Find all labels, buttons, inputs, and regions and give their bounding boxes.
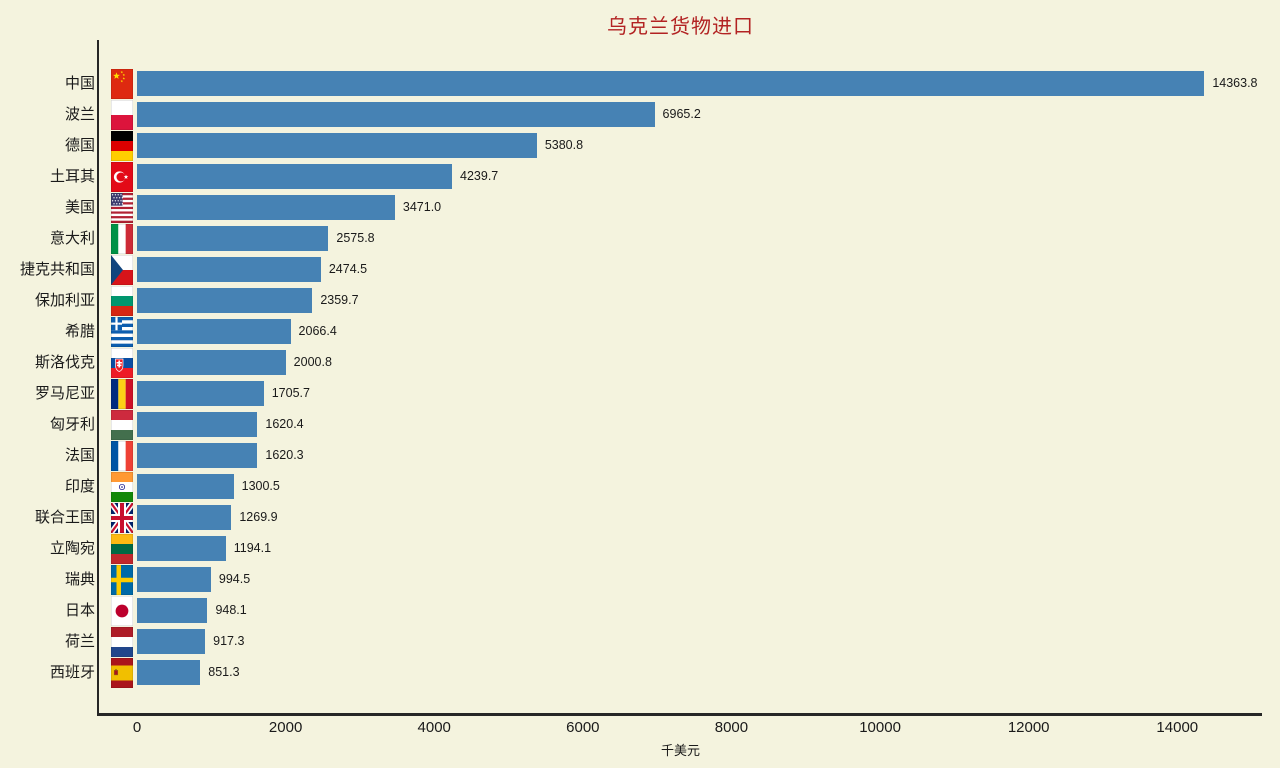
- category-label: 希腊: [64, 322, 95, 340]
- flag-japan-icon: [111, 595, 133, 626]
- x-axis-label: 千美元: [660, 743, 700, 758]
- flag-slovakia-icon: [111, 347, 133, 378]
- value-label: 1300.5: [241, 479, 280, 493]
- value-label: 948.1: [215, 603, 247, 617]
- category-label: 日本: [64, 601, 95, 619]
- flag-czechia-icon: [111, 254, 133, 285]
- bar: [137, 381, 264, 406]
- category-label: 意大利: [49, 229, 95, 247]
- value-label: 1620.3: [265, 448, 304, 462]
- bar: [137, 195, 395, 220]
- value-label: 851.3: [208, 665, 240, 679]
- value-label: 2066.4: [298, 324, 337, 338]
- value-label: 1269.9: [239, 510, 278, 524]
- value-label: 1705.7: [271, 386, 310, 400]
- bar: [137, 164, 452, 189]
- value-label: 994.5: [218, 572, 251, 586]
- flag-spain-icon: [111, 657, 133, 688]
- flag-romania-icon: [111, 378, 133, 409]
- bar: [137, 474, 234, 499]
- bar: [137, 319, 291, 344]
- flag-lithuania-icon: [111, 533, 133, 564]
- category-label: 荷兰: [64, 632, 95, 650]
- category-label: 印度: [64, 477, 95, 495]
- category-label: 瑞典: [64, 570, 95, 588]
- x-tick-label: 10000: [859, 719, 901, 736]
- x-tick-label: 12000: [1007, 719, 1050, 736]
- flag-france-icon: [111, 440, 133, 471]
- flag-india-icon: [111, 471, 133, 502]
- category-label: 土耳其: [49, 167, 95, 185]
- bar: [137, 350, 286, 375]
- category-label: 立陶宛: [49, 539, 95, 557]
- value-label: 2474.5: [328, 262, 368, 276]
- category-label: 斯洛伐克: [34, 353, 95, 371]
- value-label: 5380.8: [544, 138, 584, 152]
- flag-uk-icon: [111, 502, 133, 533]
- bar: [137, 412, 258, 437]
- x-tick-label: 8000: [714, 719, 749, 736]
- category-label: 波兰: [64, 105, 95, 123]
- x-tick-label: 14000: [1156, 719, 1199, 736]
- category-label: 保加利亚: [34, 291, 95, 309]
- bar: [137, 288, 313, 313]
- flag-greece-icon: [111, 316, 133, 347]
- flag-usa-icon: [111, 192, 133, 223]
- value-label: 1194.1: [233, 541, 272, 555]
- flag-china-icon: [111, 68, 133, 99]
- value-label: 2575.8: [336, 231, 375, 245]
- category-label: 捷克共和国: [19, 260, 95, 278]
- bar: [137, 629, 206, 654]
- bar: [137, 505, 232, 530]
- category-label: 罗马尼亚: [34, 384, 95, 402]
- category-label: 美国: [64, 198, 95, 216]
- y-axis-line: [97, 40, 99, 715]
- flag-italy-icon: [111, 223, 133, 254]
- value-label: 3471.0: [402, 200, 442, 214]
- x-axis-line: [97, 713, 1262, 716]
- bar: [137, 536, 226, 561]
- category-label: 联合王国: [34, 508, 95, 526]
- bar: [137, 567, 211, 592]
- bar: [137, 102, 655, 127]
- flag-sweden-icon: [111, 564, 133, 595]
- flag-turkey-icon: [111, 161, 133, 192]
- x-tick-label: 6000: [566, 719, 600, 736]
- flag-germany-icon: [111, 130, 133, 161]
- category-label: 法国: [64, 446, 95, 464]
- x-tick-label: 2000: [268, 719, 303, 736]
- flag-hungary-icon: [111, 409, 133, 440]
- bar: [137, 257, 321, 282]
- category-label: 西班牙: [49, 663, 95, 681]
- bar: [137, 71, 1205, 96]
- value-label: 2000.8: [293, 355, 332, 369]
- value-label: 1620.4: [265, 417, 304, 431]
- x-tick-label: 0: [132, 719, 142, 736]
- bar: [137, 660, 201, 685]
- value-label: 14363.8: [1212, 76, 1258, 90]
- chart-title: 乌克兰货物进口: [607, 16, 754, 38]
- value-label: 917.3: [213, 634, 245, 648]
- bar: [137, 226, 329, 251]
- value-label: 6965.2: [662, 107, 701, 121]
- category-label: 中国: [64, 74, 95, 92]
- x-tick-label: 4000: [417, 719, 451, 736]
- value-label: 2359.7: [320, 293, 359, 307]
- bar: [137, 443, 258, 468]
- bar: [137, 133, 537, 158]
- category-label: 匈牙利: [49, 415, 95, 433]
- category-label: 德国: [64, 136, 95, 154]
- flag-poland-icon: [111, 99, 133, 130]
- flag-bulgaria-icon: [111, 285, 133, 316]
- flag-netherlands-icon: [111, 626, 133, 657]
- bar: [137, 598, 208, 623]
- value-label: 4239.7: [460, 169, 499, 183]
